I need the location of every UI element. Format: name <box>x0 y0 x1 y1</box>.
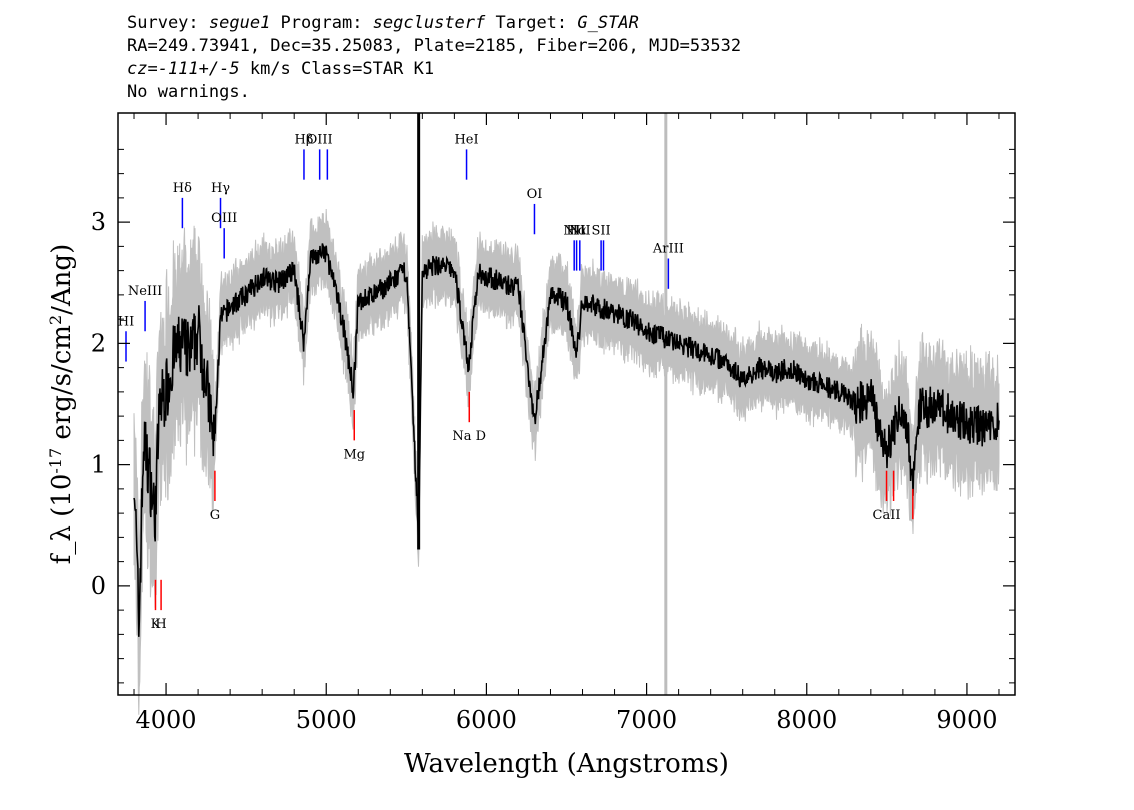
emission-line-label: OI <box>527 187 543 202</box>
x-tick-label: 4000 <box>136 706 197 734</box>
program-label: Program: <box>270 13 373 33</box>
emission-line-label: Hγ <box>211 181 230 196</box>
header-coordinates-line: RA=249.73941, Dec=35.25083, Plate=2185, … <box>127 36 742 56</box>
x-tick-label: 7000 <box>616 706 677 734</box>
emission-line-label: HeI <box>454 132 478 147</box>
class-value: km/s Class=STAR K1 <box>239 59 435 79</box>
x-tick-label: 6000 <box>456 706 517 734</box>
x-axis-label: Wavelength (Angstroms) <box>404 749 729 779</box>
absorption-line-label: K <box>151 617 161 632</box>
x-tick-label: 9000 <box>936 706 997 734</box>
program-value: segclusterf <box>372 13 486 33</box>
emission-line-label: OIII <box>307 132 333 147</box>
emission-line-label: OIII <box>211 211 237 226</box>
y-tick-label: 0 <box>91 572 106 600</box>
emission-line-label: Hα <box>567 223 587 238</box>
axis-ticks-layer: 4000 5000 6000 7000 8000 9000 0 1 2 3 <box>91 113 1015 734</box>
emission-line-label: Hδ <box>173 181 192 196</box>
emission-line-label: HI <box>118 314 134 329</box>
header-survey-line: Survey: segue1 Program: segclusterf Targ… <box>127 12 1027 35</box>
plot-frame <box>117 112 1016 696</box>
emission-line-label: SII <box>592 223 611 238</box>
spectrum-header: Survey: segue1 Program: segclusterf Targ… <box>127 12 1027 104</box>
survey-value: segue1 <box>208 13 271 33</box>
survey-label: Survey: <box>127 13 209 33</box>
header-redshift-line: cz=-111+/-5 km/s Class=STAR K1 <box>127 58 1027 81</box>
emission-line-label: NII <box>569 223 591 238</box>
x-tick-label: 5000 <box>296 706 357 734</box>
y-tick-label: 2 <box>91 329 106 357</box>
emission-line-label: ArIII <box>652 242 684 257</box>
target-value: G_STAR <box>577 13 639 33</box>
y-axis-label: f_λ (10-17 erg/s/cm2/Ang) <box>46 244 78 564</box>
absorption-line-label: CaII <box>873 508 901 523</box>
flux-line <box>133 243 1000 637</box>
target-label: Target: <box>485 13 578 33</box>
cz-value: cz=-111+/-5 <box>127 59 240 79</box>
emission-line-label: NII <box>563 223 585 238</box>
emission-line-label: Hβ <box>295 132 314 147</box>
flux-layer <box>133 113 1000 637</box>
absorption-line-label: Mg <box>343 447 365 462</box>
emission-line-label: NeIII <box>128 284 162 299</box>
y-tick-label: 1 <box>91 451 106 479</box>
x-tick-label: 8000 <box>776 706 837 734</box>
absorption-line-label: G <box>210 508 220 523</box>
y-tick-label: 3 <box>91 208 106 236</box>
absorption-line-label: H <box>155 617 166 632</box>
absorption-line-label: Na D <box>452 429 486 444</box>
header-warnings-line: No warnings. <box>127 82 250 102</box>
